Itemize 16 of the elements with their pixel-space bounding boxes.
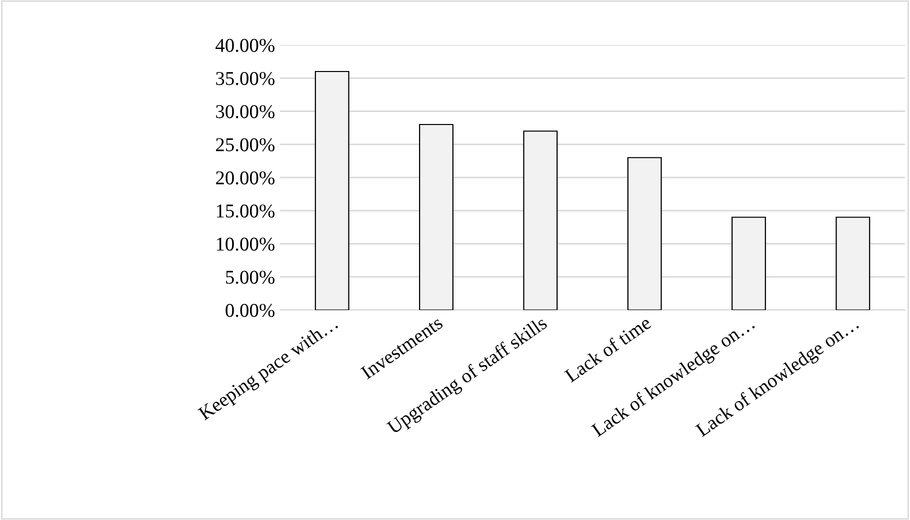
y-tick-label: 20.00% <box>216 171 274 185</box>
y-tick-label: 15.00% <box>216 204 274 218</box>
y-tick-label: 5.00% <box>226 270 274 284</box>
y-tick-label: 10.00% <box>216 238 274 251</box>
bar <box>523 130 558 310</box>
y-tick-label: 35.00% <box>216 72 274 86</box>
y-tick-label: 40.00% <box>216 38 274 52</box>
x-tick-label: Lack of time <box>564 315 652 383</box>
bar <box>836 216 870 310</box>
y-tick-label: 30.00% <box>216 105 274 118</box>
bar <box>627 157 662 310</box>
bar <box>419 124 454 310</box>
bar <box>314 70 350 310</box>
bar <box>732 216 766 310</box>
y-tick-label: 25.00% <box>216 138 274 152</box>
y-tick-label: 0.00% <box>226 304 274 318</box>
